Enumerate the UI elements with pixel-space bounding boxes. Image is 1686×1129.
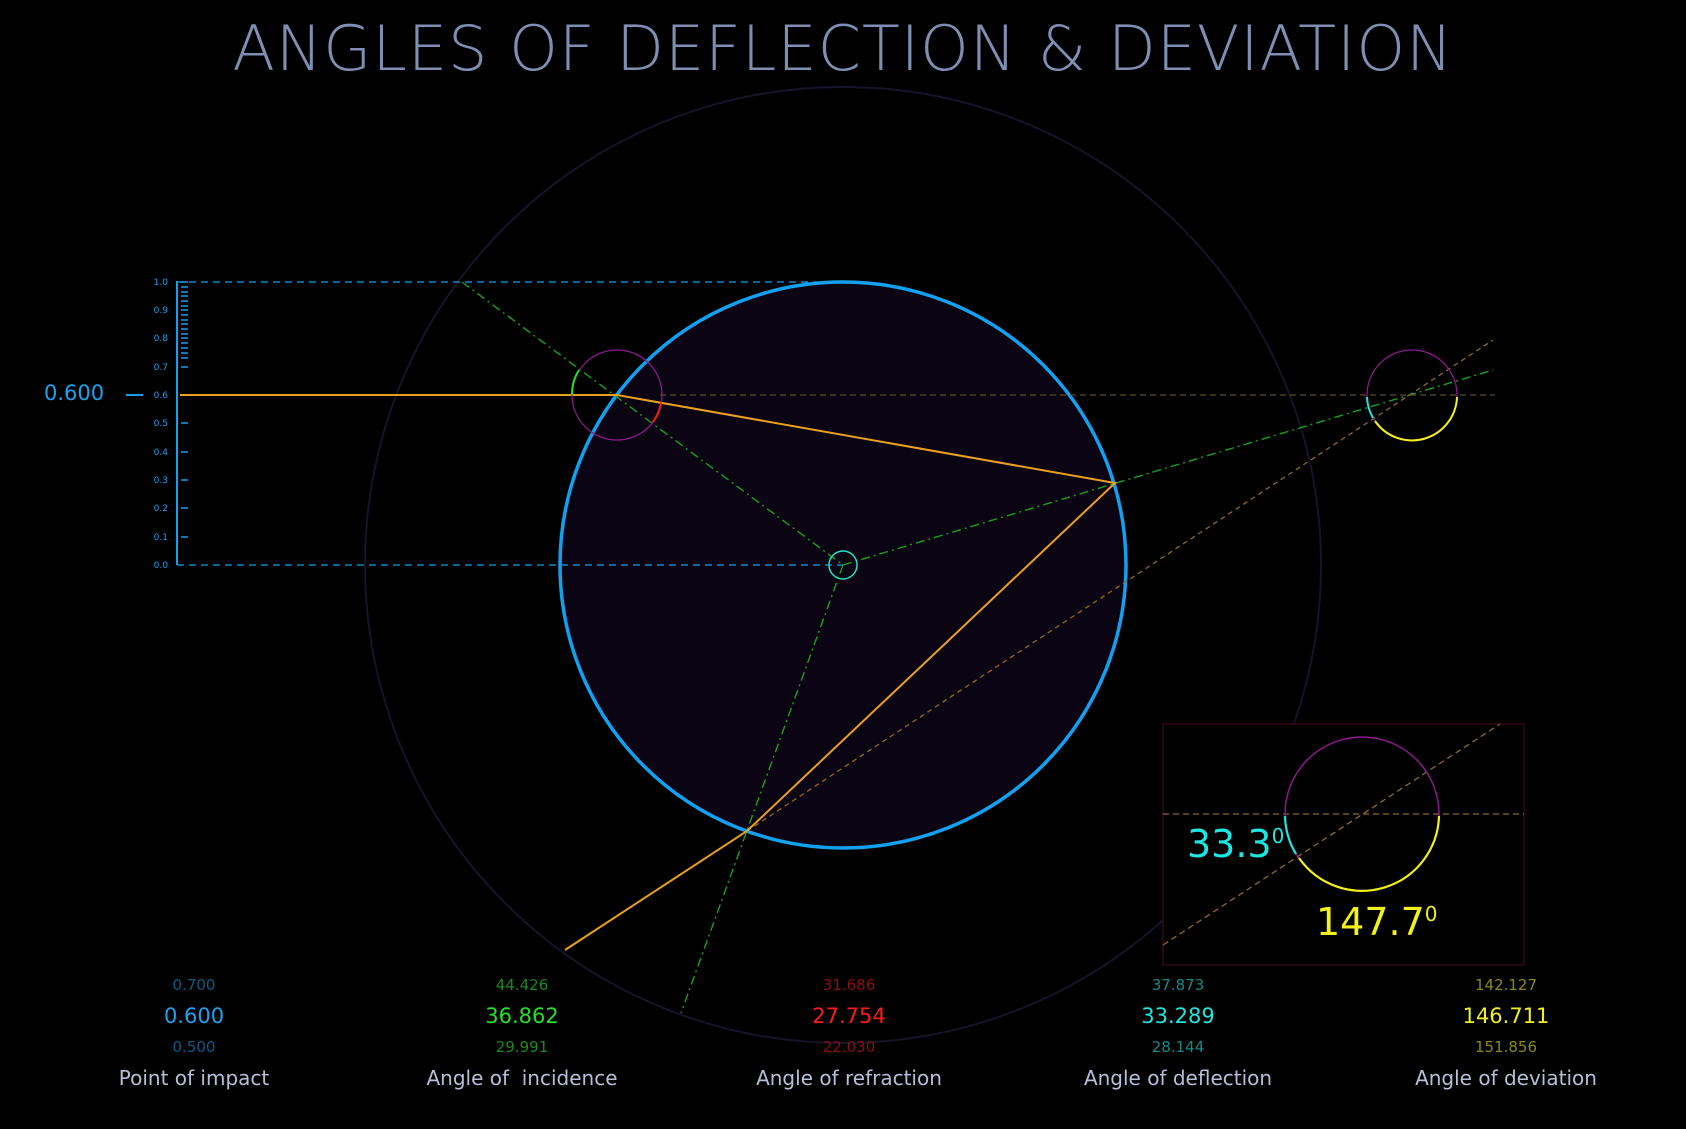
stat-point-of-impact[interactable]: 0.700 0.600 0.500 Point of impact bbox=[44, 976, 344, 1090]
stat-current-value: 27.754 bbox=[812, 1004, 886, 1028]
stat-label: Point of impact bbox=[118, 1066, 270, 1090]
scale-tick-label: 0.0 bbox=[154, 561, 169, 571]
outer-reference-circle bbox=[364, 86, 1322, 1044]
stat-upper-value: 0.700 bbox=[172, 976, 216, 994]
scale-tick-label: 0.4 bbox=[154, 448, 169, 458]
stat-current-value: 0.600 bbox=[163, 1004, 225, 1028]
stat-lower-value: 29.991 bbox=[495, 1038, 549, 1056]
center-marker bbox=[828, 550, 858, 580]
scale-tick-label: 1.0 bbox=[154, 278, 169, 288]
stat-current-value: 33.289 bbox=[1141, 1004, 1215, 1028]
stat-angle-of-deviation[interactable]: 142.127 146.711 151.856 Angle of deviati… bbox=[1356, 976, 1656, 1090]
stat-angle-of-deflection[interactable]: 37.873 33.289 28.144 Angle of deflection bbox=[1028, 976, 1328, 1090]
stat-label: Angle of deflection bbox=[1083, 1066, 1273, 1090]
stat-upper-value: 44.426 bbox=[495, 976, 549, 994]
inset-deflection-label: 33.30 bbox=[1187, 822, 1284, 866]
scale-tick-label: 0.9 bbox=[154, 306, 169, 316]
stat-lower-value: 22.030 bbox=[822, 1038, 876, 1056]
stat-lower-value: 0.500 bbox=[172, 1038, 216, 1056]
stat-lower-value: 28.144 bbox=[1151, 1038, 1205, 1056]
inset-deviation-label: 147.70 bbox=[1316, 900, 1438, 944]
stat-label: Angle of refraction bbox=[756, 1066, 942, 1090]
stat-current-value: 36.862 bbox=[485, 1004, 559, 1028]
stat-upper-value: 31.686 bbox=[822, 976, 876, 994]
scale-tick-label: 0.6 bbox=[154, 391, 169, 401]
stat-current-value: 146.711 bbox=[1462, 1004, 1550, 1028]
stat-angle-of-incidence[interactable]: 44.426 36.862 29.991 Angle of incidence bbox=[372, 976, 672, 1090]
scale-tick-label: 0.2 bbox=[154, 504, 168, 514]
stat-label: Angle of deviation bbox=[1415, 1066, 1597, 1090]
stat-upper-value: 142.127 bbox=[1474, 976, 1538, 994]
normal-at-reflection bbox=[842, 369, 1494, 566]
scale-tick-label: 0.1 bbox=[154, 533, 168, 543]
degree-mark: 0 bbox=[1271, 824, 1285, 848]
inset-deviation-value: 147.7 bbox=[1316, 900, 1425, 944]
stat-lower-value: 151.856 bbox=[1474, 1038, 1538, 1056]
deviation-arc bbox=[1374, 396, 1458, 442]
degree-mark: 0 bbox=[1424, 902, 1438, 926]
deflection-arc bbox=[1366, 396, 1374, 419]
scale-tick-label: 0.7 bbox=[154, 363, 168, 373]
stat-upper-value: 37.873 bbox=[1151, 976, 1205, 994]
deviation-inset bbox=[1162, 723, 1525, 966]
refraction-arc bbox=[652, 402, 662, 423]
stat-angle-of-refraction[interactable]: 31.686 27.754 22.030 Angle of refraction bbox=[699, 976, 999, 1090]
scale-tick-label: 0.3 bbox=[154, 476, 168, 486]
impact-value-label: 0.600 bbox=[44, 381, 105, 405]
scale-tick-label: 0.5 bbox=[154, 419, 168, 429]
page-title: ANGLES OF DEFLECTION & DEVIATION bbox=[232, 12, 1454, 85]
normal-at-exit bbox=[680, 564, 844, 1014]
normal-at-entry bbox=[461, 281, 844, 566]
scale-tick-label: 0.8 bbox=[154, 334, 169, 344]
stat-label: Angle of incidence bbox=[426, 1066, 618, 1090]
light-ray-path bbox=[180, 394, 1118, 951]
inset-deflection-value: 33.3 bbox=[1187, 822, 1272, 866]
impact-scale[interactable] bbox=[126, 281, 843, 566]
incidence-arc bbox=[570, 369, 580, 396]
exit-ray-extension bbox=[746, 339, 1494, 832]
